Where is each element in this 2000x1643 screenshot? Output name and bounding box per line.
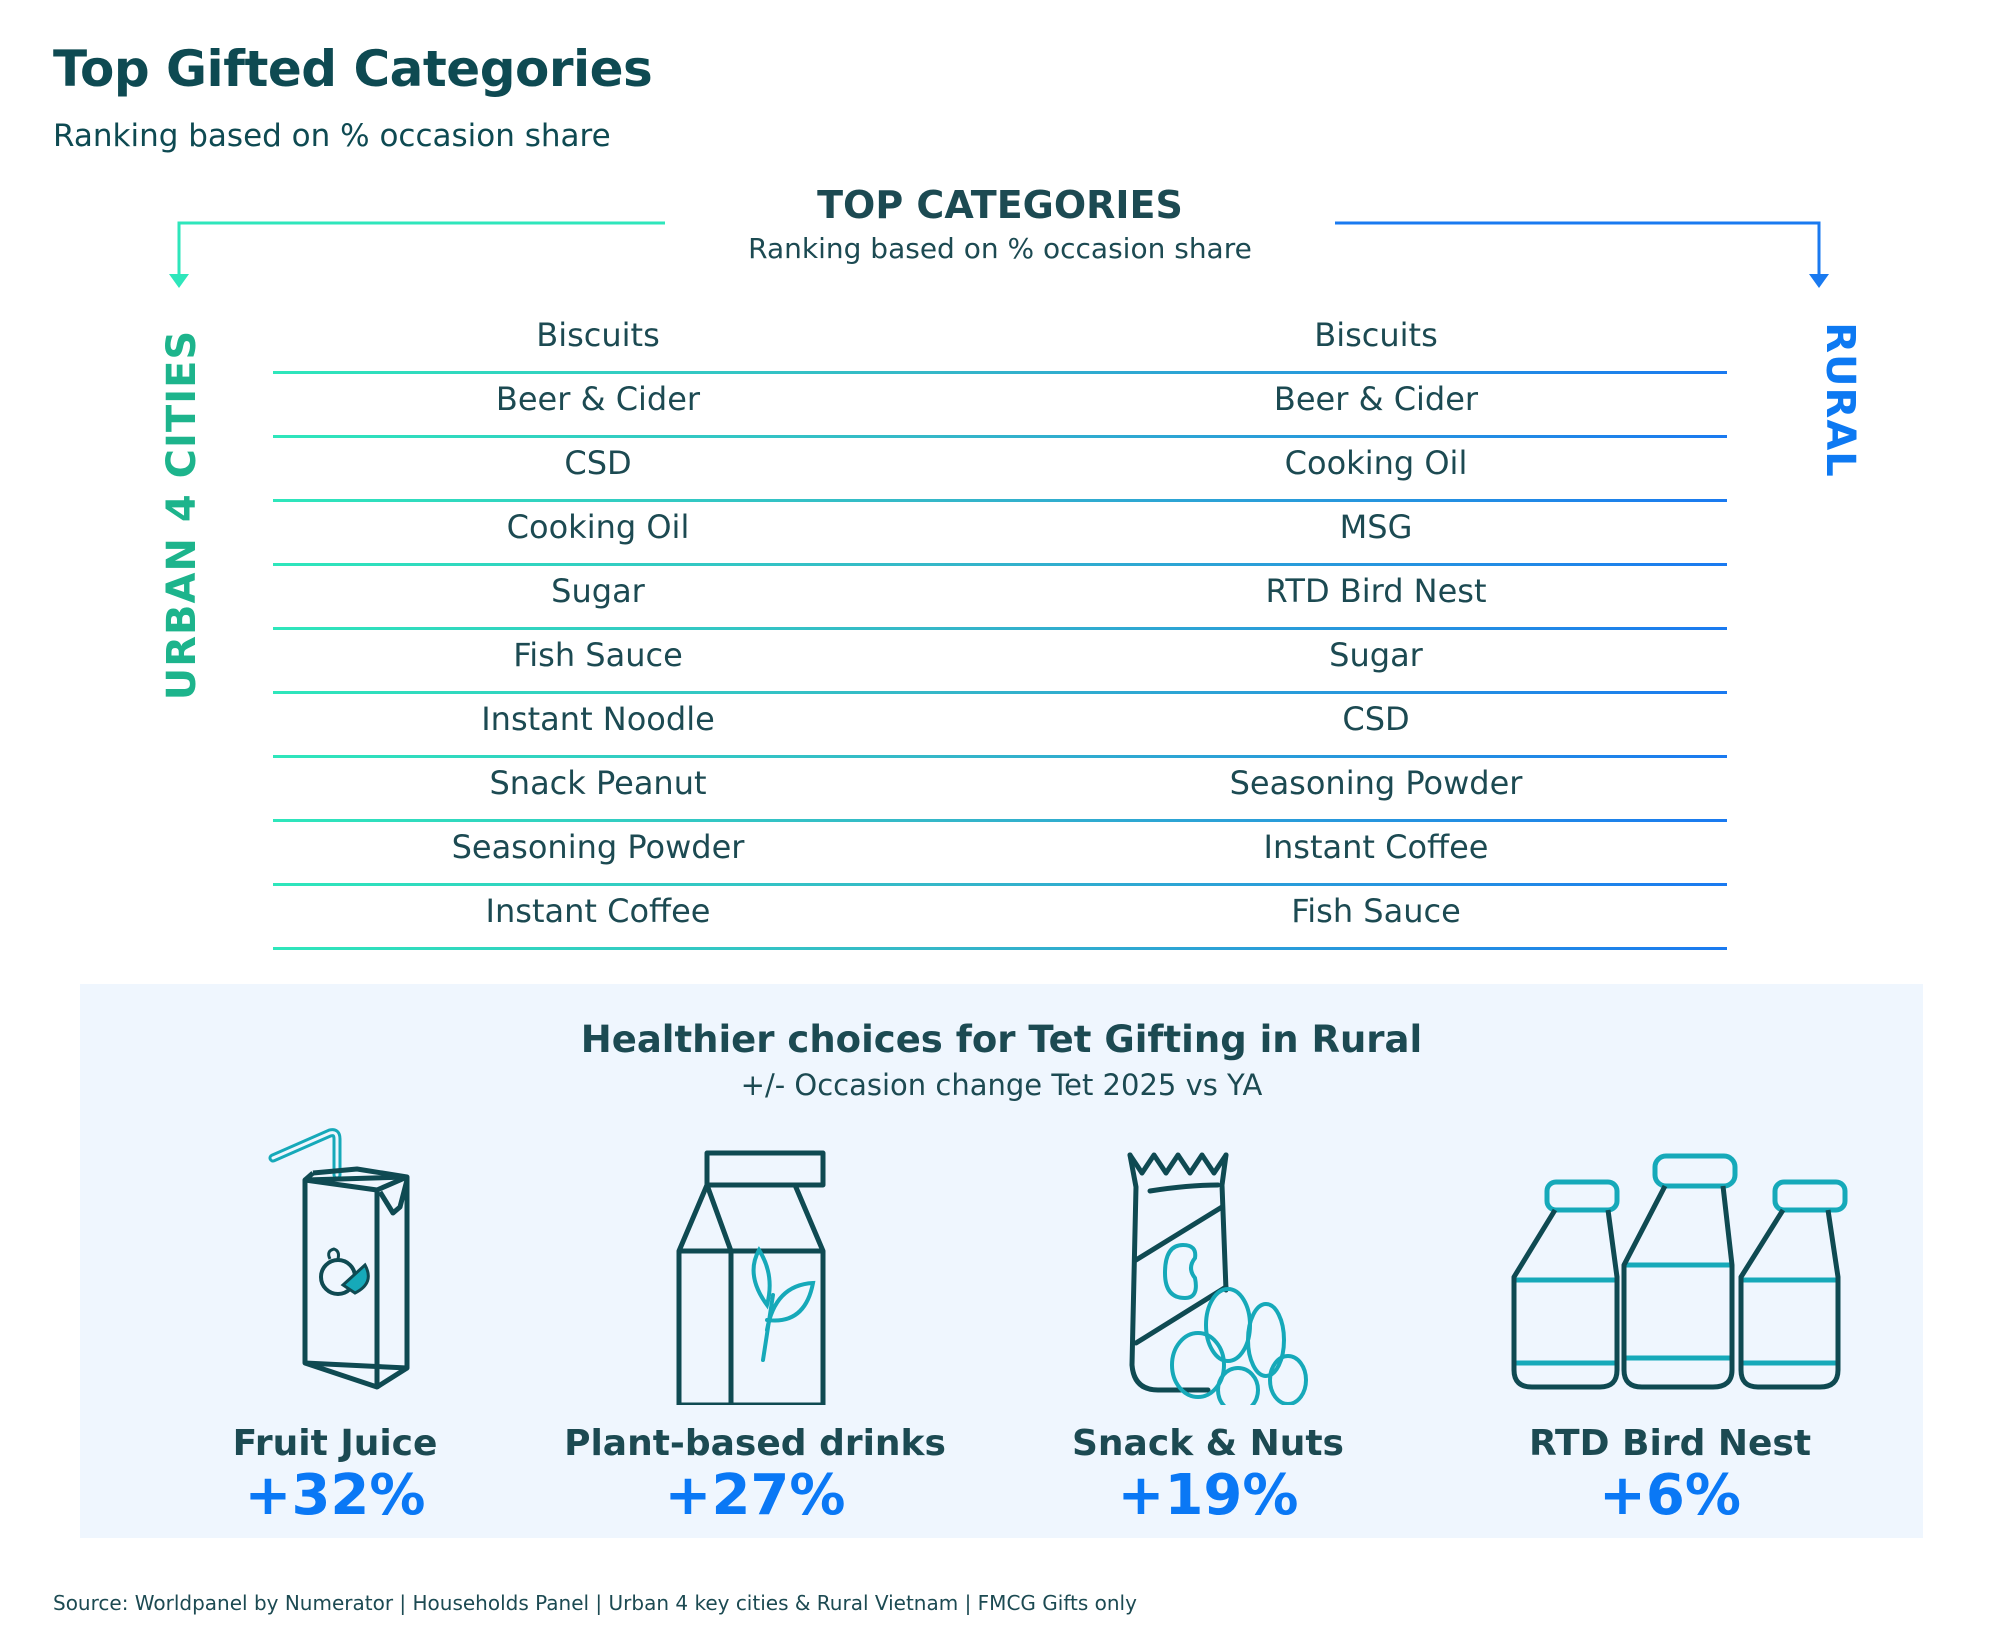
- snack-bag-nuts-icon: [1127, 1152, 1308, 1405]
- item-name: RTD Bird Nest: [1528, 1423, 1812, 1464]
- row-divider: [273, 371, 1727, 374]
- page-subtitle: Ranking based on % occasion share: [53, 118, 611, 154]
- urban-4-cities-label: URBAN 4 CITIES: [159, 329, 205, 701]
- ranking-table: Biscuits Biscuits Beer & Cider Beer & Cider…: [273, 310, 1727, 950]
- row-divider: [273, 627, 1727, 630]
- top-categories-heading: TOP CATEGORIES: [817, 183, 1183, 227]
- healthier-choices-subtitle: +/- Occasion change Tet 2025 vs YA: [740, 1068, 1263, 1102]
- rural-category: Beer & Cider: [1273, 380, 1479, 418]
- ranking-row: Instant Noodle CSD: [273, 694, 1727, 758]
- rural-category: Fish Sauce: [1291, 892, 1461, 930]
- row-divider: [273, 499, 1727, 502]
- item-name: Plant-based drinks: [564, 1423, 946, 1464]
- urban-category: Biscuits: [536, 316, 660, 354]
- item-change-value: +32%: [244, 1463, 426, 1528]
- ranking-row: Fish Sauce Sugar: [273, 630, 1727, 694]
- urban-category: CSD: [564, 444, 632, 482]
- juice-box-icon: [268, 1128, 410, 1390]
- page-title: Top Gifted Categories: [53, 40, 653, 98]
- healthier-item-fruit-juice: Fruit Juice +32%: [125, 1125, 545, 1528]
- healthier-item-snack-and-nuts: Snack & Nuts +19%: [998, 1125, 1418, 1528]
- rural-category: Sugar: [1329, 636, 1423, 674]
- healthier-item-rtd-bird-nest: RTD Bird Nest +6%: [1460, 1125, 1880, 1528]
- rural-category: RTD Bird Nest: [1265, 572, 1487, 610]
- urban-category: Fish Sauce: [513, 636, 683, 674]
- item-name: Fruit Juice: [232, 1423, 438, 1464]
- rural-category: MSG: [1339, 508, 1413, 546]
- item-change-value: +27%: [664, 1463, 846, 1528]
- bottles-icon: [1511, 1153, 1848, 1390]
- rural-category: Cooking Oil: [1284, 444, 1468, 482]
- urban-category: Beer & Cider: [495, 380, 701, 418]
- row-divider: [273, 883, 1727, 886]
- ranking-row: Biscuits Biscuits: [273, 310, 1727, 374]
- healthier-choices-title: Healthier choices for Tet Gifting in Rur…: [580, 1018, 1423, 1061]
- urban-bracket-arrow: [169, 221, 665, 288]
- row-divider: [273, 819, 1727, 822]
- rural-category: CSD: [1342, 700, 1410, 738]
- row-divider: [273, 691, 1727, 694]
- ranking-row: Cooking Oil MSG: [273, 502, 1727, 566]
- item-name: Snack & Nuts: [1072, 1423, 1344, 1464]
- row-divider: [273, 755, 1727, 758]
- milk-carton-leaf-icon: [676, 1150, 826, 1405]
- urban-category: Cooking Oil: [506, 508, 690, 546]
- item-change-value: +19%: [1117, 1463, 1299, 1528]
- ranking-row: CSD Cooking Oil: [273, 438, 1727, 502]
- urban-category: Seasoning Powder: [451, 828, 745, 866]
- source-footnote: Source: Worldpanel by Numerator | Househ…: [53, 1591, 1137, 1615]
- rural-label: RURAL: [1817, 322, 1863, 478]
- healthier-item-plant-based-drinks: Plant-based drinks +27%: [545, 1125, 965, 1528]
- row-divider: [273, 563, 1727, 566]
- ranking-row: Snack Peanut Seasoning Powder: [273, 758, 1727, 822]
- rural-bracket-arrow: [1335, 221, 1829, 288]
- urban-category: Sugar: [551, 572, 645, 610]
- ranking-row: Beer & Cider Beer & Cider: [273, 374, 1727, 438]
- ranking-row: Instant Coffee Fish Sauce: [273, 886, 1727, 950]
- rural-category: Instant Coffee: [1263, 828, 1489, 866]
- bracket-connectors: [169, 221, 1829, 288]
- urban-category: Instant Coffee: [485, 892, 711, 930]
- top-categories-subheading: Ranking based on % occasion share: [748, 232, 1252, 265]
- urban-category: Snack Peanut: [489, 764, 707, 802]
- item-change-value: +6%: [1599, 1463, 1741, 1528]
- row-divider: [273, 947, 1727, 950]
- ranking-row: Seasoning Powder Instant Coffee: [273, 822, 1727, 886]
- rural-category: Seasoning Powder: [1229, 764, 1523, 802]
- row-divider: [273, 435, 1727, 438]
- rural-category: Biscuits: [1314, 316, 1438, 354]
- ranking-row: Sugar RTD Bird Nest: [273, 566, 1727, 630]
- urban-category: Instant Noodle: [481, 700, 715, 738]
